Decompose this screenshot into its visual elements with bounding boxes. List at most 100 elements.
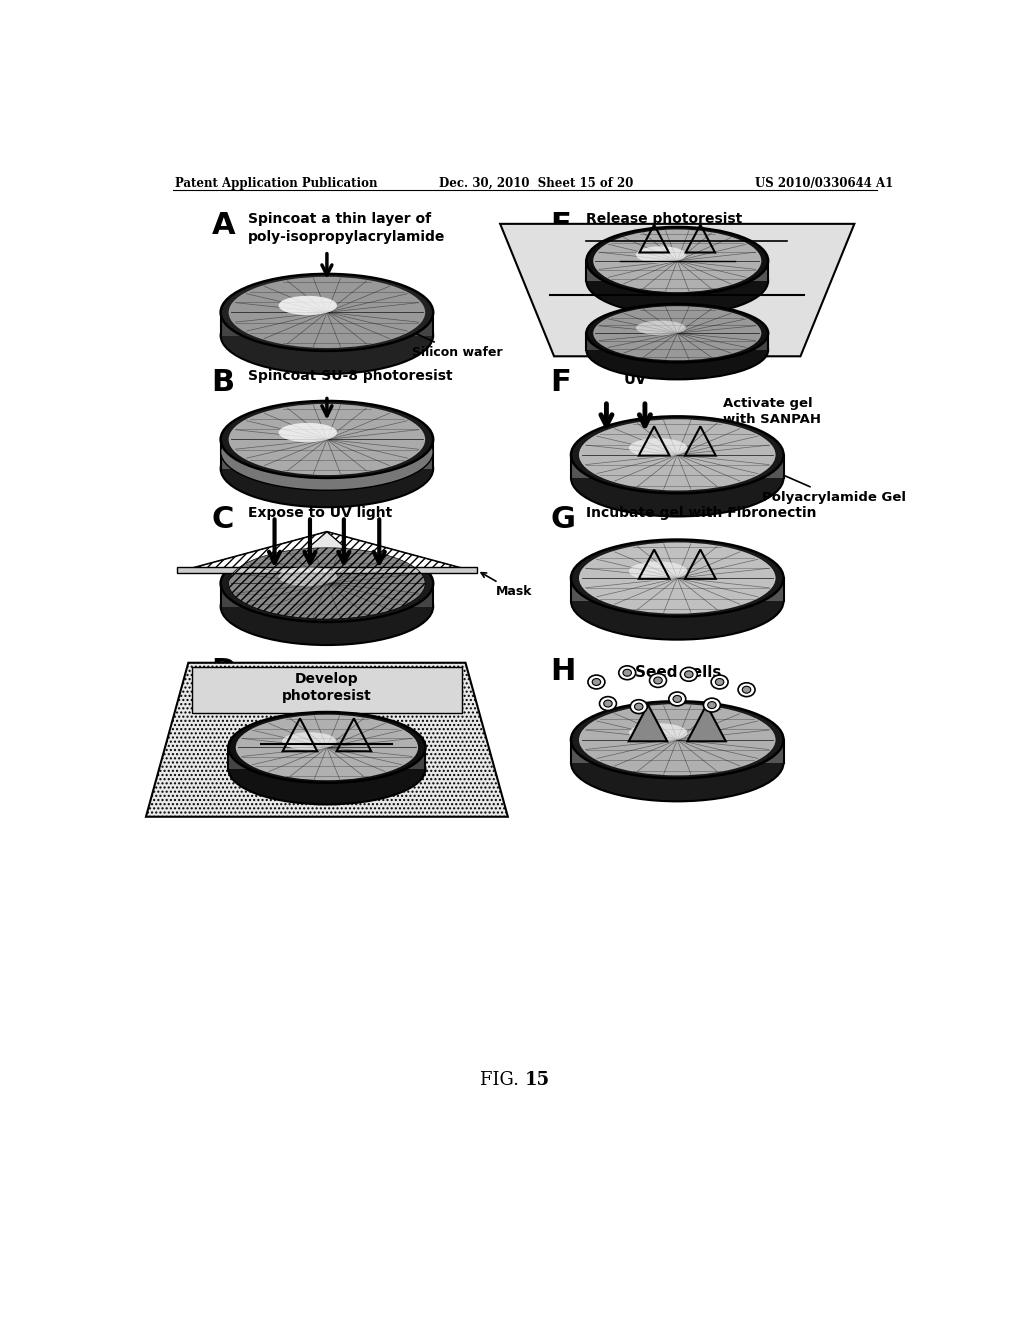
Polygon shape — [184, 532, 327, 570]
Ellipse shape — [623, 669, 632, 676]
Ellipse shape — [593, 230, 761, 292]
Ellipse shape — [604, 700, 612, 708]
Text: G: G — [550, 506, 575, 533]
Ellipse shape — [635, 704, 643, 710]
Polygon shape — [283, 532, 372, 570]
Ellipse shape — [282, 733, 336, 750]
Ellipse shape — [571, 725, 783, 801]
Ellipse shape — [636, 321, 686, 335]
Ellipse shape — [220, 297, 433, 374]
Ellipse shape — [228, 277, 425, 348]
Polygon shape — [587, 333, 768, 350]
Ellipse shape — [592, 678, 601, 685]
Polygon shape — [220, 583, 433, 607]
Ellipse shape — [220, 401, 433, 478]
Polygon shape — [587, 261, 768, 281]
Ellipse shape — [579, 543, 775, 614]
Ellipse shape — [680, 668, 697, 681]
Text: Expose to UV light: Expose to UV light — [248, 507, 392, 520]
Ellipse shape — [703, 698, 720, 711]
Ellipse shape — [587, 321, 768, 379]
Text: D: D — [211, 657, 237, 686]
Ellipse shape — [228, 734, 425, 804]
Ellipse shape — [685, 671, 693, 677]
Polygon shape — [571, 578, 783, 601]
Ellipse shape — [220, 413, 433, 490]
Text: Activate gel
with SANPAH: Activate gel with SANPAH — [724, 397, 821, 426]
Text: E: E — [550, 211, 571, 240]
Text: Spincoat a thin layer of
poly-isopropylacrylamide: Spincoat a thin layer of poly-isopropyla… — [248, 213, 445, 244]
Polygon shape — [146, 663, 508, 817]
Ellipse shape — [220, 568, 433, 645]
Text: US 2010/0330644 A1: US 2010/0330644 A1 — [755, 177, 893, 190]
Ellipse shape — [571, 540, 783, 616]
Ellipse shape — [220, 275, 433, 351]
Ellipse shape — [716, 678, 724, 685]
Ellipse shape — [220, 430, 433, 507]
Ellipse shape — [587, 304, 768, 363]
Text: Develop
photoresist: Develop photoresist — [282, 672, 372, 702]
Ellipse shape — [708, 702, 716, 709]
Text: FIG.: FIG. — [480, 1071, 524, 1089]
Ellipse shape — [742, 686, 751, 693]
Ellipse shape — [579, 420, 775, 491]
Ellipse shape — [673, 696, 682, 702]
Text: Seed cells: Seed cells — [635, 665, 721, 680]
Ellipse shape — [588, 675, 605, 689]
Ellipse shape — [236, 714, 418, 780]
Ellipse shape — [629, 723, 687, 742]
Ellipse shape — [571, 701, 783, 779]
Ellipse shape — [629, 438, 687, 458]
Text: H: H — [550, 657, 575, 686]
Text: Release photoresist
in cold water: Release photoresist in cold water — [587, 213, 742, 244]
Ellipse shape — [228, 711, 425, 783]
Text: A: A — [211, 211, 236, 240]
Ellipse shape — [649, 673, 667, 688]
Polygon shape — [687, 705, 726, 742]
Text: Silicon wafer: Silicon wafer — [394, 323, 502, 359]
Polygon shape — [228, 747, 425, 770]
Ellipse shape — [599, 697, 616, 710]
Polygon shape — [571, 455, 783, 478]
Text: Mask: Mask — [481, 573, 532, 598]
Ellipse shape — [279, 422, 337, 442]
Text: Polyacrylamide Gel: Polyacrylamide Gel — [762, 466, 906, 504]
Text: Spincoat SU-8 photoresist: Spincoat SU-8 photoresist — [248, 370, 453, 383]
Ellipse shape — [579, 704, 775, 775]
Polygon shape — [177, 568, 477, 573]
Ellipse shape — [571, 416, 783, 494]
Text: C: C — [211, 506, 233, 533]
Polygon shape — [220, 313, 433, 335]
Text: B: B — [211, 368, 234, 397]
Ellipse shape — [587, 247, 768, 314]
Text: Dec. 30, 2010  Sheet 15 of 20: Dec. 30, 2010 Sheet 15 of 20 — [438, 177, 633, 190]
Ellipse shape — [228, 548, 425, 619]
Ellipse shape — [669, 692, 686, 706]
Ellipse shape — [279, 296, 337, 315]
Text: Patent Application Publication: Patent Application Publication — [175, 177, 378, 190]
Ellipse shape — [629, 561, 687, 581]
Ellipse shape — [618, 665, 636, 680]
Ellipse shape — [593, 306, 761, 360]
Polygon shape — [327, 532, 469, 570]
Ellipse shape — [279, 566, 337, 586]
Ellipse shape — [571, 440, 783, 516]
Ellipse shape — [653, 677, 663, 684]
Polygon shape — [500, 224, 854, 356]
Ellipse shape — [631, 700, 647, 714]
Text: Incubate gel with Fibronectin: Incubate gel with Fibronectin — [587, 507, 817, 520]
Ellipse shape — [711, 675, 728, 689]
Ellipse shape — [220, 545, 433, 622]
Ellipse shape — [571, 562, 783, 640]
Ellipse shape — [738, 682, 755, 697]
Text: F: F — [550, 368, 571, 397]
Ellipse shape — [636, 247, 686, 263]
Polygon shape — [220, 440, 433, 469]
Polygon shape — [571, 739, 783, 763]
Text: UV: UV — [624, 372, 646, 388]
Ellipse shape — [228, 404, 425, 475]
Text: 15: 15 — [524, 1071, 550, 1089]
Polygon shape — [629, 705, 668, 742]
Polygon shape — [193, 667, 462, 713]
Ellipse shape — [587, 227, 768, 294]
